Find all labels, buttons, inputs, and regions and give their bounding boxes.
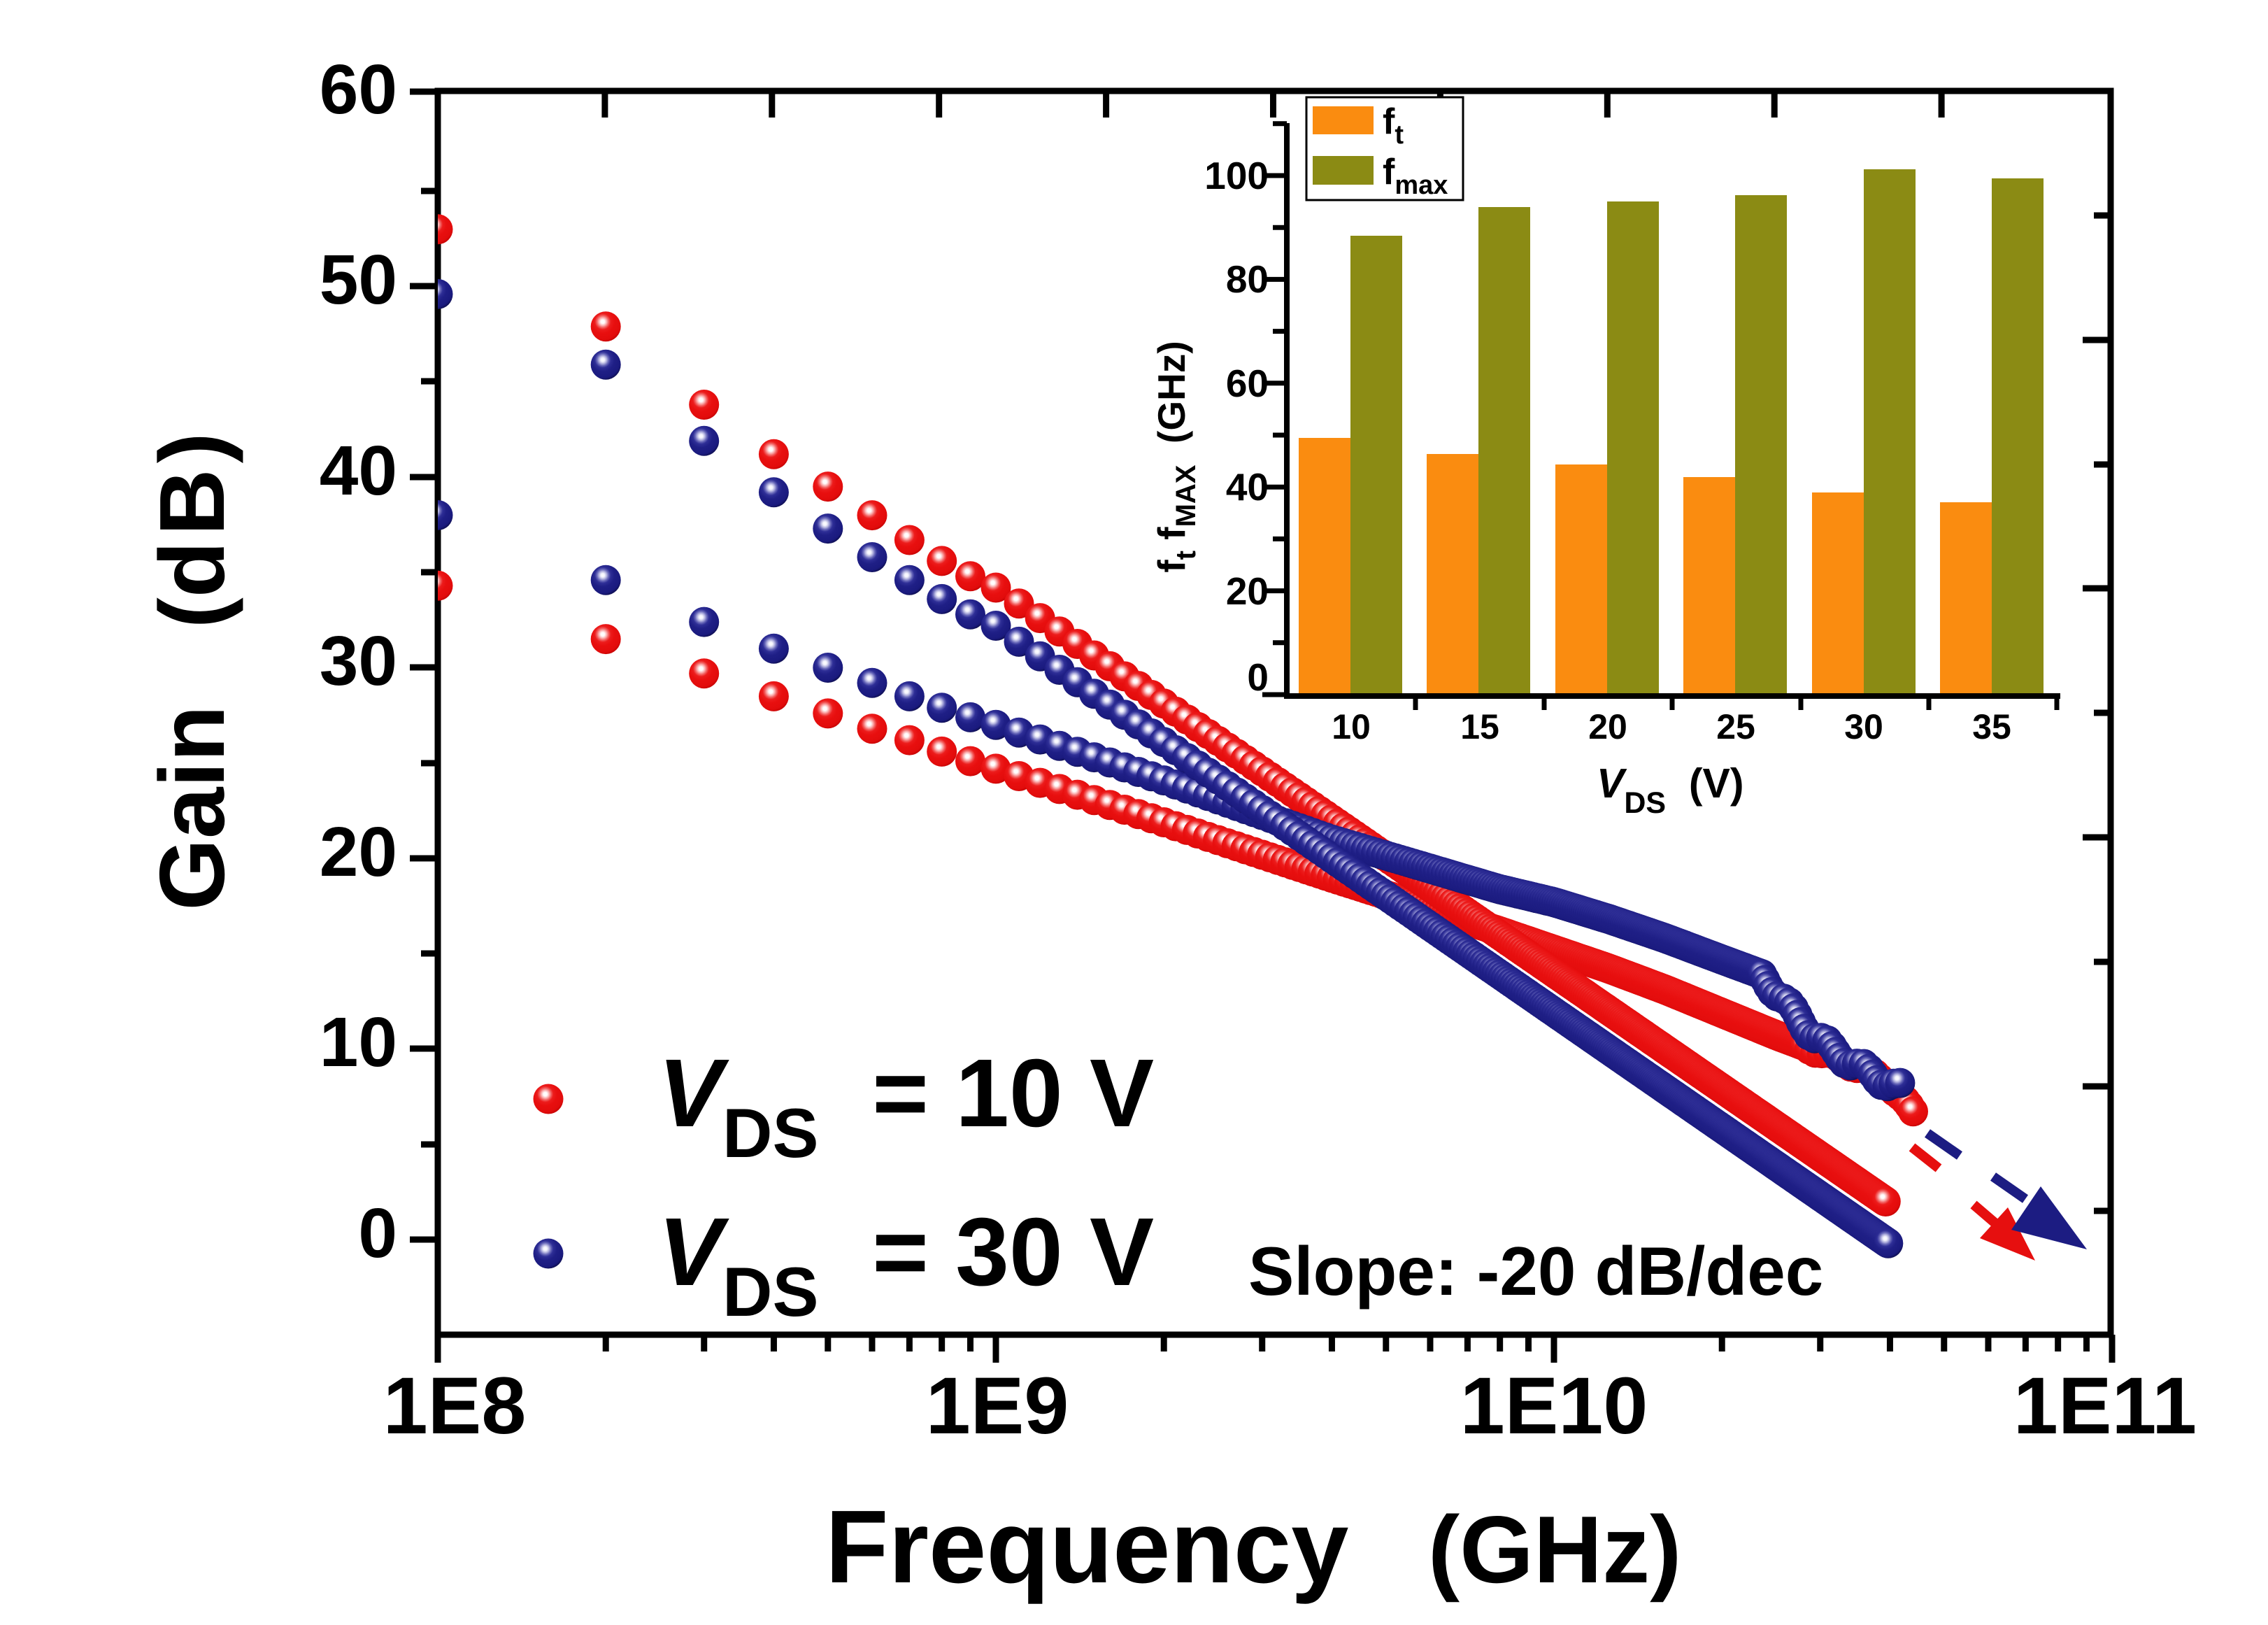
svg-text:20: 20 — [1226, 569, 1269, 613]
svg-text:10: 10 — [320, 1003, 397, 1081]
svg-text:100: 100 — [1204, 154, 1269, 197]
svg-text:10: 10 — [1332, 707, 1371, 746]
svg-text:VDS = 30 V: VDS = 30 V — [658, 1198, 1154, 1330]
svg-text:Frequency (GHz): Frequency (GHz) — [825, 1489, 1681, 1605]
svg-text:1E10: 1E10 — [1460, 1361, 1648, 1451]
svg-text:25: 25 — [1716, 707, 1755, 746]
svg-text:60: 60 — [1226, 362, 1269, 405]
svg-text:VDS = 10 V: VDS = 10 V — [658, 1039, 1154, 1172]
svg-text:40: 40 — [320, 432, 397, 510]
svg-text:30: 30 — [1844, 707, 1883, 746]
svg-text:30: 30 — [320, 622, 397, 700]
svg-text:40: 40 — [1226, 465, 1269, 509]
svg-text:0: 0 — [358, 1194, 397, 1272]
svg-text:50: 50 — [320, 241, 397, 319]
svg-text:80: 80 — [1226, 257, 1269, 301]
svg-text:Gain (dB): Gain (dB) — [141, 432, 243, 910]
svg-text:1E8: 1E8 — [383, 1361, 527, 1451]
svg-text:20: 20 — [320, 813, 397, 891]
svg-text:60: 60 — [320, 50, 397, 129]
svg-text:0: 0 — [1247, 655, 1269, 699]
svg-text:1E11: 1E11 — [2013, 1361, 2197, 1451]
svg-text:Slope: -20 dB/dec: Slope: -20 dB/dec — [1248, 1233, 1823, 1310]
svg-text:1E9: 1E9 — [926, 1361, 1069, 1451]
svg-text:15: 15 — [1460, 707, 1499, 746]
svg-text:VDS (V): VDS (V) — [1597, 760, 1744, 820]
svg-text:35: 35 — [1972, 707, 2011, 746]
svg-text:20: 20 — [1588, 707, 1627, 746]
svg-text:ft fMAX (GHz): ft fMAX (GHz) — [1150, 341, 1201, 572]
